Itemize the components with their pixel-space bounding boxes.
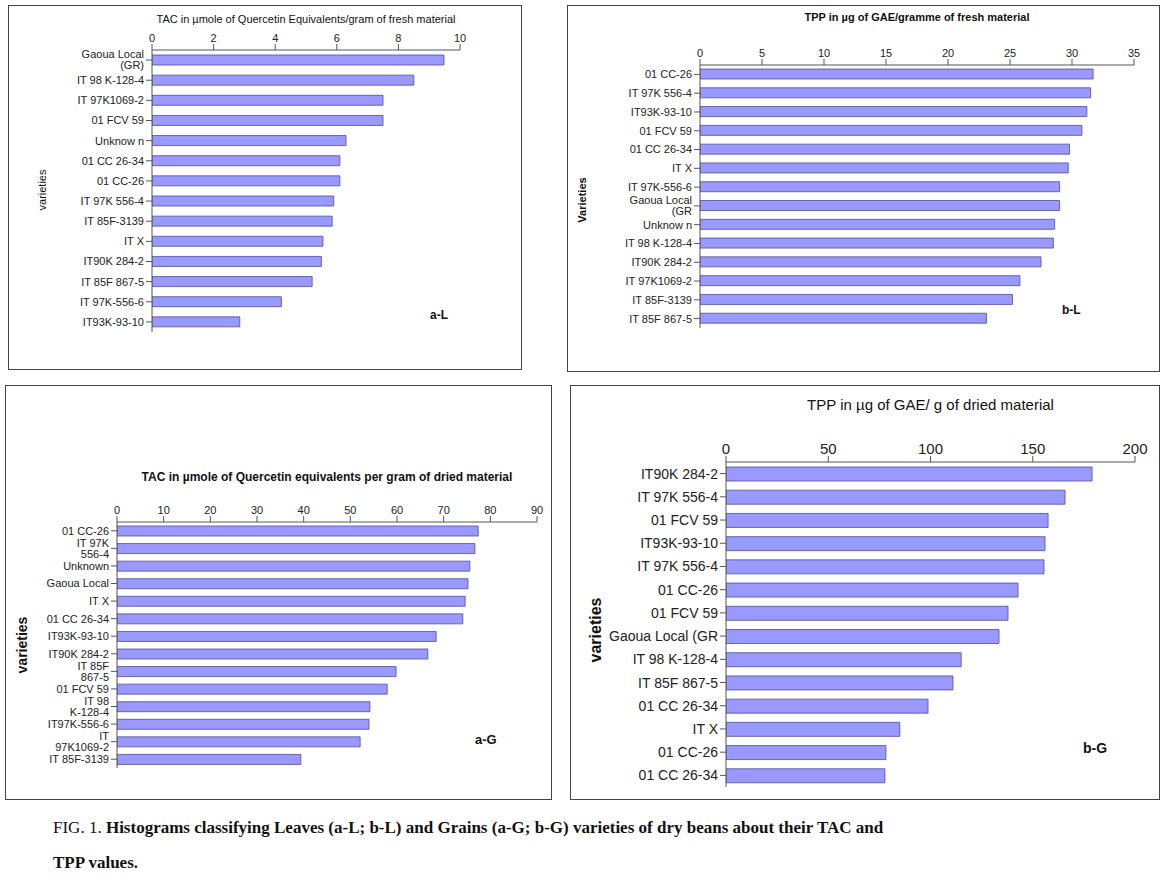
svg-text:0: 0 [149,32,155,44]
svg-text:01 CC 26-34: 01 CC 26-34 [639,767,719,783]
svg-text:IT 85F-3139: IT 85F-3139 [632,294,692,306]
svg-text:IT93K-93-10: IT93K-93-10 [631,106,692,118]
svg-text:01 FCV 59: 01 FCV 59 [639,125,692,137]
html-text:varieties: varieties [587,597,604,663]
svg-text:IT 97K 556-4: IT 97K 556-4 [81,195,144,207]
svg-text:IT93K-93-10: IT93K-93-10 [640,535,718,551]
svg-text:Unknow n: Unknow n [95,135,144,147]
svg-text:01 FCV 59: 01 FCV 59 [56,683,109,695]
svg-text:IT 97K-556-6: IT 97K-556-6 [628,181,692,193]
svg-text:35: 35 [1128,47,1140,59]
svg-text:01 CC-26: 01 CC-26 [658,582,718,598]
svg-text:0: 0 [114,504,120,516]
svg-text:50: 50 [820,440,837,457]
svg-text:IT97K-556-6: IT97K-556-6 [48,718,109,730]
svg-text:Gaoua Local(GR): Gaoua Local(GR) [82,48,144,71]
svg-text:01 CC-26: 01 CC-26 [62,525,109,537]
svg-text:01 FCV 59: 01 FCV 59 [91,114,144,126]
svg-text:01 CC 26-34: 01 CC 26-34 [82,155,144,167]
svg-text:30: 30 [251,504,263,516]
svg-text:60: 60 [391,504,403,516]
svg-text:IT93K-93-10: IT93K-93-10 [83,316,144,328]
svg-text:Unknown: Unknown [63,560,109,572]
html-text:TAC in µmole of Quercetin equi: TAC in µmole of Quercetin equivalents pe… [141,470,513,484]
svg-text:2: 2 [211,32,217,44]
svg-text:30: 30 [1066,47,1078,59]
svg-text:6: 6 [334,32,340,44]
svg-text:IT 97K1069-2: IT 97K1069-2 [78,94,144,106]
svg-text:Gaoua Local(GR: Gaoua Local(GR [630,194,692,217]
svg-text:100: 100 [918,440,943,457]
svg-text:IT90K 284-2: IT90K 284-2 [48,648,109,660]
html-text:a-G: a-G [475,732,497,747]
svg-text:01 FCV 59: 01 FCV 59 [651,605,718,621]
svg-text:IT 97K-556-6: IT 97K-556-6 [80,296,144,308]
svg-text:01 CC-26: 01 CC-26 [658,744,718,760]
svg-text:IT X: IT X [124,235,145,247]
svg-text:IT 85F-3139: IT 85F-3139 [49,753,109,765]
svg-text:IT 97K556-4: IT 97K556-4 [77,537,110,560]
svg-text:20: 20 [942,47,954,59]
svg-text:IT 98K-128-4: IT 98K-128-4 [70,695,109,718]
html-text:a-L: a-L [430,308,448,322]
svg-text:IT 85F 867-5: IT 85F 867-5 [629,313,692,325]
html-text:FIG. 1. Histograms classifying: FIG. 1. Histograms classifying Leaves (a… [53,818,884,837]
svg-text:15: 15 [880,47,892,59]
svg-text:8: 8 [395,32,401,44]
html-text:b-G: b-G [1083,740,1108,756]
html-text:Varieties: Varieties [576,177,588,223]
html-text:TPP in µg of GAE/ g of dried m: TPP in µg of GAE/ g of dried material [807,396,1054,413]
html-text:TPP values.: TPP values. [53,853,138,872]
svg-text:0: 0 [697,47,703,59]
svg-text:50: 50 [344,504,356,516]
svg-text:IT 85F-3139: IT 85F-3139 [84,215,144,227]
svg-text:Gaoua Local (GR: Gaoua Local (GR [609,628,718,644]
svg-text:IT93K-93-10: IT93K-93-10 [48,630,109,642]
svg-text:IT 98 K-128-4: IT 98 K-128-4 [633,651,719,667]
svg-text:IT 97K 556-4: IT 97K 556-4 [637,489,718,505]
svg-text:25: 25 [1004,47,1016,59]
html-text:TPP in µg of GAE/gramme of fre: TPP in µg of GAE/gramme of fresh materia… [804,11,1030,23]
svg-text:150: 150 [1020,440,1045,457]
svg-text:IT 98 K-128-4: IT 98 K-128-4 [77,74,144,86]
svg-text:80: 80 [484,504,496,516]
svg-text:10: 10 [454,32,466,44]
svg-text:IT 85F 867-5: IT 85F 867-5 [81,276,144,288]
svg-text:Unknow n: Unknow n [643,219,692,231]
svg-text:IT90K 284-2: IT90K 284-2 [631,256,692,268]
svg-text:10: 10 [818,47,830,59]
svg-text:IT 97K1069-2: IT 97K1069-2 [626,275,692,287]
svg-text:01 CC 26-34: 01 CC 26-34 [639,698,719,714]
svg-text:IT 97K 556-4: IT 97K 556-4 [637,558,718,574]
svg-text:01 CC-26: 01 CC-26 [645,68,692,80]
svg-text:Gaoua Local: Gaoua Local [47,577,109,589]
svg-text:IT 97K 556-4: IT 97K 556-4 [629,87,692,99]
svg-text:01 CC-26: 01 CC-26 [97,175,144,187]
svg-text:90: 90 [531,504,543,516]
svg-text:IT97K1069-2: IT97K1069-2 [55,730,109,753]
svg-text:IT X: IT X [89,595,110,607]
html-text:b-L: b-L [1062,303,1081,317]
svg-text:0: 0 [722,440,730,457]
svg-text:IT X: IT X [693,721,719,737]
svg-text:01 CC 26-34: 01 CC 26-34 [630,143,692,155]
svg-text:70: 70 [438,504,450,516]
svg-text:40: 40 [298,504,310,516]
html-text:TAC in µmole of Quercetin Equi: TAC in µmole of Quercetin Equivalents/gr… [156,13,456,25]
html-text:varieties: varieties [14,616,30,674]
svg-text:IT 98 K-128-4: IT 98 K-128-4 [625,237,692,249]
svg-text:IT 85F 867-5: IT 85F 867-5 [638,675,718,691]
svg-text:IT90K 284-2: IT90K 284-2 [641,466,718,482]
svg-text:01 CC 26-34: 01 CC 26-34 [47,613,109,625]
svg-text:5: 5 [759,47,765,59]
svg-text:IT 85F867-5: IT 85F867-5 [77,660,109,683]
svg-text:200: 200 [1122,440,1147,457]
svg-text:01 FCV 59: 01 FCV 59 [651,512,718,528]
svg-text:IT X: IT X [672,162,693,174]
svg-text:20: 20 [204,504,216,516]
svg-text:IT90K 284-2: IT90K 284-2 [83,255,144,267]
svg-text:10: 10 [158,504,170,516]
svg-text:4: 4 [272,32,278,44]
html-text:varieties: varieties [36,169,48,211]
